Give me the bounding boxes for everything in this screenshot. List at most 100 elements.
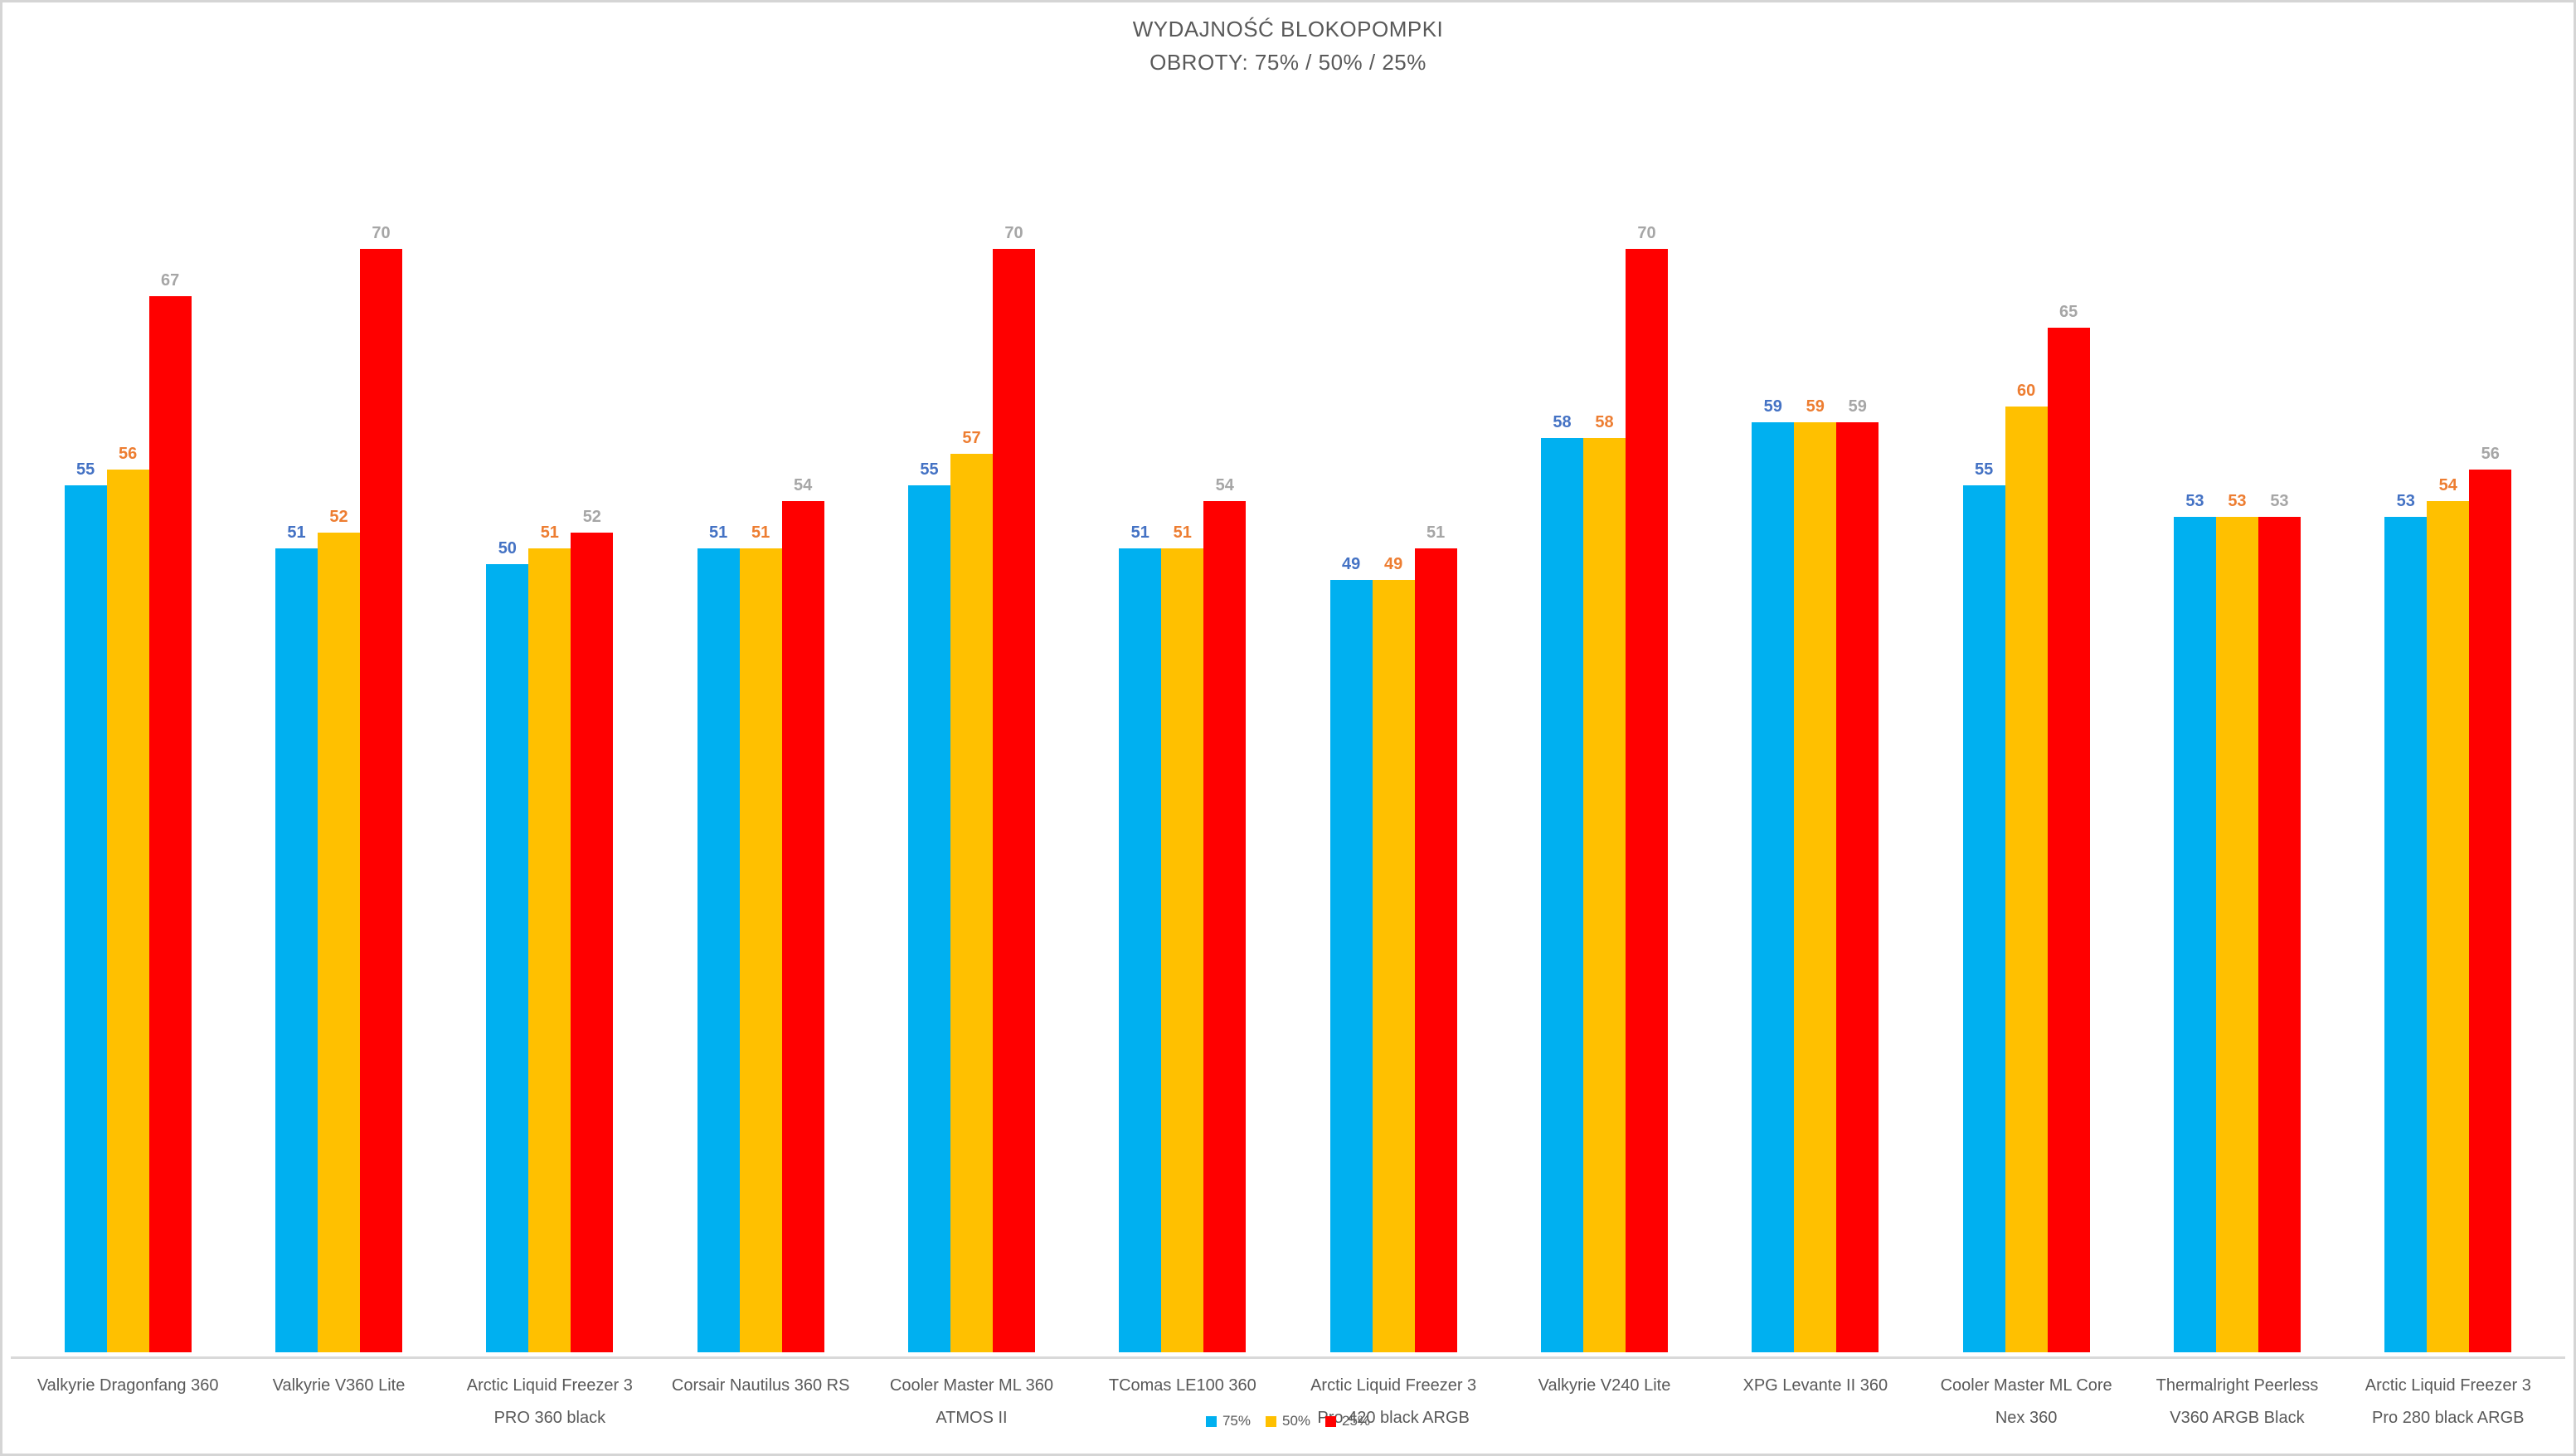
bar-value-label: 51 xyxy=(709,523,728,542)
bar-75pct xyxy=(1119,548,1162,1352)
bar-column: 58 xyxy=(1540,412,1583,1352)
bar-75pct xyxy=(486,564,529,1352)
bar-group: 53 54 56 xyxy=(2343,444,2554,1352)
bar-value-label: 58 xyxy=(1553,413,1572,431)
legend-swatch-icon xyxy=(1265,1415,1276,1427)
bar-column: 52 xyxy=(571,507,614,1352)
bar-75pct xyxy=(907,485,950,1352)
category-label: Valkyrie V360 Lite xyxy=(272,1376,406,1395)
bar-column: 49 xyxy=(1372,554,1415,1352)
bar-value-label: 51 xyxy=(1130,523,1149,542)
bar-25pct xyxy=(781,501,824,1352)
bar-column: 55 xyxy=(1962,460,2005,1352)
bar-value-label: 67 xyxy=(161,271,180,290)
category-label: Thermalright Peerless V360 ARGB Black xyxy=(2156,1376,2319,1427)
bar-value-label: 52 xyxy=(582,508,601,526)
bar-75pct xyxy=(697,548,740,1352)
bar-column: 59 xyxy=(1752,397,1795,1352)
bar-75pct xyxy=(275,548,318,1352)
bar-group: 55 56 67 xyxy=(22,270,233,1352)
bar-25pct xyxy=(2258,517,2301,1352)
bar-50pct xyxy=(528,548,571,1352)
bar-25pct xyxy=(2469,470,2512,1352)
bar-value-label: 60 xyxy=(2016,382,2036,400)
bar-50pct xyxy=(2427,501,2470,1352)
bar-column: 53 xyxy=(2173,491,2216,1352)
category-label: Arctic Liquid Freezer 3 PRO 360 black xyxy=(466,1376,633,1427)
bar-50pct xyxy=(2005,407,2048,1352)
bar-value-label: 70 xyxy=(372,224,391,242)
bar-group: 51 52 70 xyxy=(233,223,444,1352)
bar-column: 51 xyxy=(528,523,571,1352)
bar-value-label: 70 xyxy=(1004,224,1023,242)
bar-value-label: 51 xyxy=(540,523,559,542)
bar-50pct xyxy=(1582,438,1626,1352)
bar-group: 49 49 51 xyxy=(1288,523,1499,1352)
category-label: Cooler Master ML 360 ATMOS II xyxy=(889,1376,1054,1427)
bar-group: 59 59 59 xyxy=(1710,397,1921,1352)
category-label: Arctic Liquid Freezer 3 Pro 280 black AR… xyxy=(2365,1376,2531,1427)
bar-value-label: 51 xyxy=(287,523,306,542)
bar-value-label: 55 xyxy=(76,460,95,479)
bar-value-label: 59 xyxy=(1763,397,1782,416)
bar-group: 51 51 54 xyxy=(1077,475,1288,1352)
category-label: TComas LE100 360 xyxy=(1108,1376,1256,1395)
bar-value-label: 52 xyxy=(329,508,348,526)
bar-50pct xyxy=(950,454,993,1352)
bar-value-label: 54 xyxy=(794,476,813,494)
bar-value-label: 59 xyxy=(1806,397,1825,416)
legend-swatch-icon xyxy=(1205,1415,1217,1427)
bar-column: 53 xyxy=(2384,491,2428,1352)
legend-item-25pct: 25% xyxy=(1325,1413,1370,1429)
chart-title: WYDAJNOŚĆ BLOKOPOMPKI OBROTY: 75% / 50% … xyxy=(2,12,2574,79)
bar-column: 50 xyxy=(486,538,529,1352)
bar-column: 51 xyxy=(1119,523,1162,1352)
bar-column: 54 xyxy=(2427,475,2470,1352)
bar-25pct xyxy=(359,249,402,1352)
bar-25pct xyxy=(1625,249,1668,1352)
bar-value-label: 53 xyxy=(2270,492,2289,510)
bar-25pct xyxy=(992,249,1035,1352)
bar-value-label: 57 xyxy=(962,429,981,447)
bar-value-label: 51 xyxy=(751,523,770,542)
category-axis: Valkyrie Dragonfang 360 Valkyrie V360 Lit… xyxy=(22,1370,2554,1434)
bar-25pct xyxy=(2047,328,2090,1352)
bar-column: 70 xyxy=(992,223,1035,1352)
bar-column: 52 xyxy=(317,507,360,1352)
bar-column: 65 xyxy=(2047,302,2090,1352)
bar-column: 53 xyxy=(2215,491,2258,1352)
bar-group: 50 51 52 xyxy=(445,507,655,1352)
bar-50pct xyxy=(739,548,782,1352)
bar-column: 51 xyxy=(739,523,782,1352)
bar-column: 55 xyxy=(64,460,107,1352)
bar-value-label: 54 xyxy=(2438,476,2457,494)
bar-column: 51 xyxy=(697,523,740,1352)
bar-50pct xyxy=(1794,422,1837,1352)
x-axis-line xyxy=(11,1356,2565,1359)
bar-column: 57 xyxy=(950,428,993,1352)
bar-group: 53 53 53 xyxy=(2131,491,2342,1352)
bar-group: 58 58 70 xyxy=(1499,223,1709,1352)
bar-column: 67 xyxy=(148,270,192,1352)
bar-value-label: 65 xyxy=(2058,303,2078,321)
bar-75pct xyxy=(1329,580,1373,1352)
bar-group: 55 57 70 xyxy=(866,223,1077,1352)
legend-label: 75% xyxy=(1222,1413,1251,1429)
bar-25pct xyxy=(1836,422,1879,1352)
bar-75pct xyxy=(1962,485,2005,1352)
bar-50pct xyxy=(317,533,360,1352)
bar-75pct xyxy=(2384,517,2428,1352)
category-label: Corsair Nautilus 360 RS xyxy=(671,1376,850,1395)
bar-value-label: 55 xyxy=(920,460,939,479)
bar-value-label: 53 xyxy=(2185,492,2204,510)
bar-group: 55 60 65 xyxy=(1921,302,2131,1352)
bar-column: 51 xyxy=(275,523,318,1352)
bar-group: 51 51 54 xyxy=(655,475,866,1352)
bar-25pct xyxy=(571,533,614,1352)
bar-50pct xyxy=(106,470,149,1352)
bar-value-label: 56 xyxy=(2481,445,2500,463)
bar-50pct xyxy=(1161,548,1204,1352)
bar-column: 53 xyxy=(2258,491,2301,1352)
bar-value-label: 51 xyxy=(1427,523,1446,542)
legend-label: 25% xyxy=(1342,1413,1371,1429)
